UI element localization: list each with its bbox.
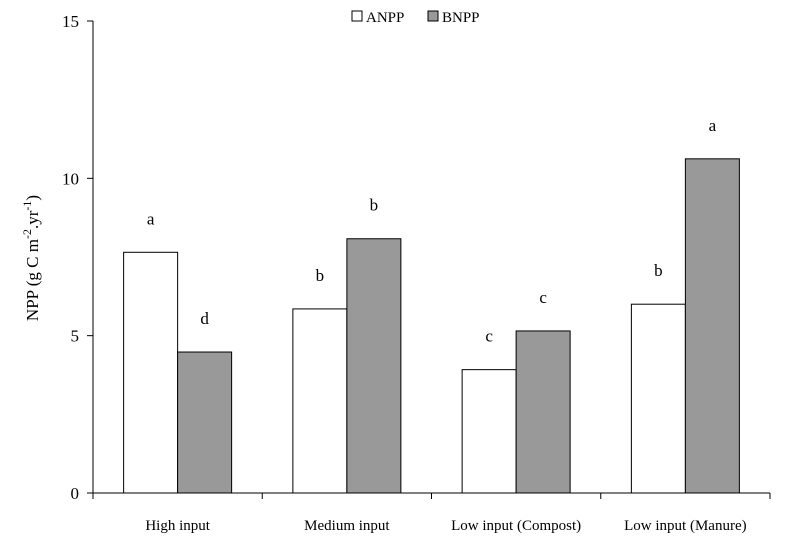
significance-letter: c [539, 288, 547, 307]
x-category-label: High input [145, 518, 210, 534]
bar-anpp [630, 303, 686, 494]
bars [123, 158, 740, 494]
bar-bnpp [177, 351, 233, 494]
legend-label-bnpp: BNPP [442, 10, 480, 26]
y-axis-label-base: NPP (g C m [23, 239, 42, 321]
legend-swatch-bnpp [427, 10, 439, 22]
legend: ANPP BNPP [351, 10, 480, 26]
significance-letter: d [200, 309, 209, 328]
bar-bnpp [684, 158, 740, 494]
y-tick-label: 15 [62, 12, 79, 31]
x-category-label: Medium input [304, 518, 390, 534]
y-axis-label-sup2: -1 [20, 201, 34, 211]
y-tick-label: 0 [71, 484, 80, 503]
legend-label-anpp: ANPP [366, 10, 404, 26]
bar-anpp [123, 251, 179, 494]
x-category-label: Low input (Manure) [624, 518, 746, 534]
bar-bnpp [346, 238, 402, 494]
significance-letter: a [709, 116, 717, 135]
bar-anpp [461, 369, 517, 494]
y-axis-label-mid: .yr [23, 210, 42, 229]
y-tick-label: 5 [71, 327, 80, 346]
bar-bnpp [515, 330, 571, 494]
significance-letters: a d b b c c b a [147, 116, 717, 346]
significance-letter: b [654, 261, 663, 280]
legend-swatch-anpp [351, 10, 363, 22]
bar-anpp [292, 308, 348, 494]
y-tick-label: 10 [62, 169, 79, 188]
y-axis-label-sup1: -2 [20, 229, 34, 239]
x-axis: High input Medium input Low input (Compost… [92, 492, 771, 534]
y-axis-label-end: ) [23, 195, 42, 201]
significance-letter: a [147, 209, 155, 228]
y-axis: 0 5 10 15 [62, 12, 94, 503]
significance-letter: c [485, 327, 493, 346]
x-category-label: Low input (Compost) [451, 518, 581, 534]
y-axis-label: NPP (g C m-2.yr-1) [20, 195, 42, 321]
significance-letter: b [316, 266, 325, 285]
significance-letter: b [370, 196, 379, 215]
